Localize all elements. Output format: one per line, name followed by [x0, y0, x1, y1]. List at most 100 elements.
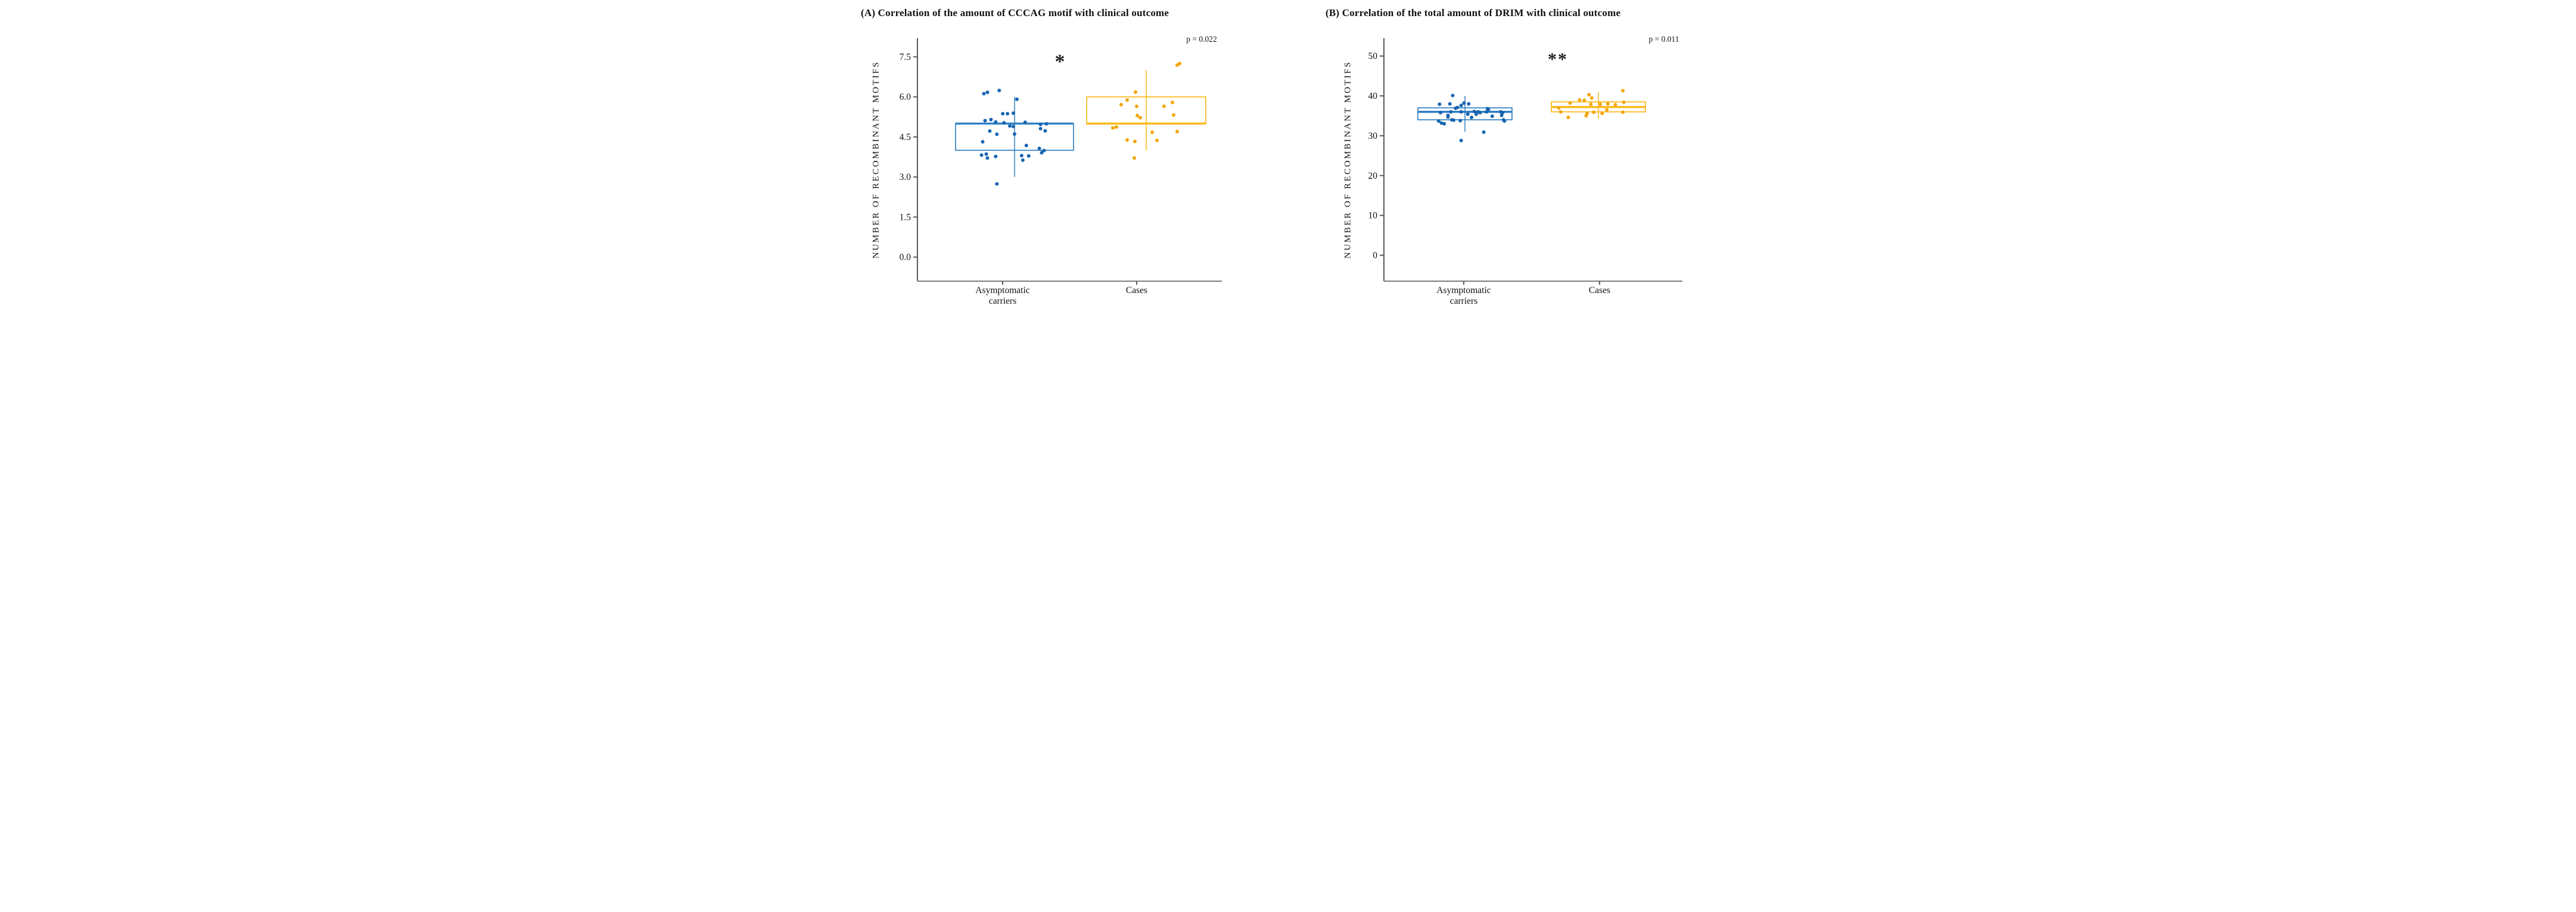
boxplot-canvas: 0.0 1.5 3.0 4.5 6.0 7.5 0 10 20 30 40 50 — [900, 38, 1682, 285]
panel-a-asymptomatic-data-point — [1012, 124, 1016, 129]
panel-a-y-tick-label: 7.5 — [900, 52, 911, 62]
panel-a-title: (A) Correlation of the amount of CCCAG m… — [861, 7, 1169, 18]
panel-b-asymptomatic-data-point — [1490, 114, 1494, 119]
panel-a-cases-data-point — [1133, 139, 1137, 144]
panel-a-asymptomatic-data-point — [982, 92, 986, 96]
panel-b-y-tick-label: 20 — [1368, 171, 1378, 181]
panel-b-asymptomatic-data-point — [1439, 121, 1443, 125]
panel-b-asymptomatic-data-point — [1436, 119, 1441, 123]
panel-b-cases-data-point — [1566, 116, 1570, 120]
panel-a-y-tick-label: 4.5 — [900, 132, 911, 142]
panel-b-y-tick-label: 30 — [1368, 131, 1378, 141]
panel-a-y-tick-label: 1.5 — [900, 212, 911, 222]
panel-b-asymptomatic-data-point — [1452, 118, 1456, 122]
panel-b-asymptomatic-data-point — [1474, 112, 1478, 116]
panel-b-asymptomatic-box — [1417, 107, 1513, 120]
panel-a-asymptomatic-data-point — [997, 88, 1001, 92]
panel-b-asymptomatic-data-point — [1470, 116, 1474, 120]
panel-b-asymptomatic-data-point — [1449, 110, 1453, 114]
panel-b-cases-data-point — [1613, 102, 1617, 107]
panel-a-asymptomatic-data-point — [1015, 97, 1019, 101]
panel-a-asymptomatic-data-point — [1044, 122, 1049, 126]
panel-b-cases-data-point — [1589, 102, 1593, 107]
panel-a-cases-data-point — [1111, 126, 1115, 130]
panel-b-asymptomatic-data-point — [1462, 101, 1466, 105]
panel-a-asymptomatic-data-point — [981, 139, 985, 144]
panel-b-cases-data-point — [1606, 102, 1610, 106]
panel-a-asymptomatic-data-point — [1006, 111, 1010, 116]
panel-b-cases-data-point — [1621, 110, 1625, 114]
panel-a-asymptomatic-data-point — [1019, 154, 1023, 158]
panel-b-y-tick-label: 0 — [1373, 251, 1377, 261]
panel-a-category-cases: Cases — [1125, 285, 1148, 295]
panel-a-asymptomatic-data-point — [1043, 129, 1047, 133]
panel-b-cases-data-point — [1592, 110, 1596, 114]
panel-a-asymptomatic-data-point — [1024, 144, 1028, 148]
panel-b-cases-data-point — [1621, 89, 1625, 93]
panel-a-asymptomatic-data-point — [983, 119, 987, 123]
panel-b-cases-data-point — [1558, 110, 1563, 114]
panel-a-cases-data-point — [1119, 102, 1123, 107]
panel-b-title: (B) Correlation of the total amount of D… — [1326, 7, 1621, 18]
panel-a-asymptomatic-data-point — [985, 91, 990, 95]
panel-a-cases-data-point — [1125, 98, 1129, 102]
panel-a-cases-data-point — [1162, 104, 1166, 108]
panel-b-asymptomatic-data-point — [1458, 119, 1463, 123]
panel-b-asymptomatic-data-point — [1499, 113, 1504, 117]
panel-a-y-tick-label: 6.0 — [900, 92, 911, 102]
panel-a-cases-data-point — [1172, 113, 1175, 117]
panel-a-cases-data-point — [1178, 61, 1181, 66]
panel-a-cases-data-point — [1138, 116, 1142, 120]
panel-a-cases-data-point — [1133, 156, 1136, 160]
panel-b-asymptomatic-data-point — [1438, 102, 1442, 107]
panel-a-asymptomatic-data-point — [979, 153, 984, 157]
panel-b-significance-star: ** — [1548, 49, 1568, 69]
panel-a-asymptomatic-data-point — [1037, 147, 1041, 151]
panel-b-y-tick-label: 50 — [1368, 51, 1378, 61]
panel-b-asymptomatic-data-point — [1466, 112, 1470, 116]
panel-b-asymptomatic-data-point — [1448, 102, 1452, 106]
panel-b-cases-data-point — [1605, 108, 1609, 112]
panel-a-asymptomatic-data-point — [1042, 148, 1046, 152]
panel-a-cases-data-point — [1171, 101, 1174, 105]
panel-b-cases-data-point — [1584, 114, 1588, 118]
panel-b-cases-data-point — [1568, 101, 1572, 105]
panel-b-cases-data-point — [1557, 106, 1561, 110]
panel-b-asymptomatic-data-point — [1459, 110, 1463, 114]
panel-a-asymptomatic-data-point — [1008, 124, 1012, 128]
panel-a-cases-data-point — [1135, 104, 1138, 108]
panel-a-asymptomatic-data-point — [1021, 158, 1025, 162]
panel-a-asymptomatic-data-point — [994, 154, 998, 158]
panel-b-cases-data-point — [1589, 96, 1594, 100]
panel-b-asymptomatic-data-point — [1485, 110, 1489, 114]
panel-a-asymptomatic-data-point — [995, 132, 999, 136]
panel-b-y-tick-label: 40 — [1368, 91, 1378, 101]
panel-a-asymptomatic-data-point — [988, 129, 992, 133]
panel-a-cases-data-point — [1155, 138, 1159, 142]
panel-a-cases-data-point — [1115, 125, 1118, 129]
panel-b-y-tick-label: 10 — [1368, 211, 1378, 221]
panel-b-category-cases: Cases — [1588, 285, 1611, 295]
panel-a-asymptomatic-data-point — [1001, 111, 1005, 116]
panel-a-category-asymptomatic-carriers: Asymptomatic carriers — [975, 285, 1030, 306]
panel-b-category-asymptomatic-carriers: Asymptomatic carriers — [1436, 285, 1491, 306]
panel-a-asymptomatic-data-point — [1026, 154, 1031, 158]
panel-b-asymptomatic-data-point — [1459, 138, 1463, 142]
panel-b-asymptomatic-data-point — [1478, 111, 1482, 115]
panel-a-cases-data-point — [1135, 114, 1139, 118]
panel-a-asymptomatic-data-point — [995, 182, 999, 186]
panel-a-asymptomatic-data-point — [985, 156, 990, 160]
panel-a-significance-star: * — [1054, 51, 1065, 73]
panel-a-y-tick-label: 3.0 — [900, 172, 911, 182]
panel-b-asymptomatic-data-point — [1502, 119, 1507, 123]
panel-a-y-tick-label: 0.0 — [900, 253, 911, 263]
panel-a-cases-data-point — [1134, 90, 1137, 94]
panel-b-asymptomatic-data-point — [1446, 115, 1450, 119]
panel-b-asymptomatic-data-point — [1459, 104, 1463, 108]
figure: (A) Correlation of the amount of CCCAG m… — [858, 4, 1718, 311]
panel-a-asymptomatic-data-point — [1012, 111, 1016, 115]
panel-b-asymptomatic-data-point — [1442, 122, 1446, 126]
panel-a-cases-data-point — [1175, 129, 1179, 133]
panel-b-asymptomatic-data-point — [1482, 130, 1486, 134]
panel-b-asymptomatic-data-point — [1438, 111, 1442, 115]
